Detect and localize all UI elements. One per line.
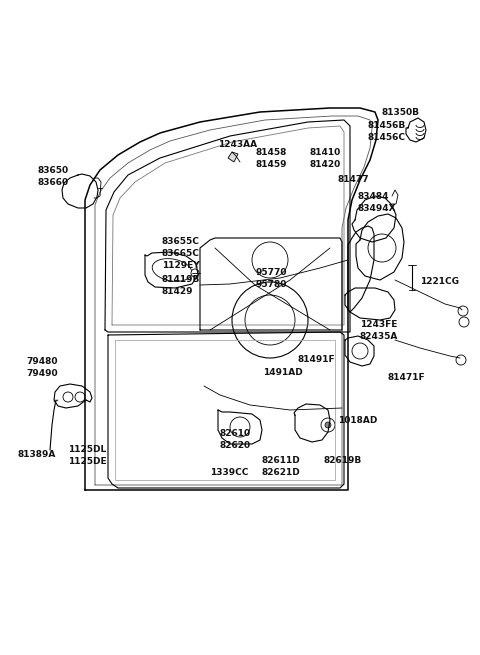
Text: 81456C: 81456C xyxy=(368,133,406,142)
Text: 81471F: 81471F xyxy=(388,373,426,382)
Text: 1243AA: 1243AA xyxy=(218,140,257,149)
Text: 1018AD: 1018AD xyxy=(338,416,377,425)
Text: 95770: 95770 xyxy=(255,268,287,277)
Text: 82619B: 82619B xyxy=(324,456,362,465)
Text: 81477: 81477 xyxy=(338,175,370,184)
Text: 1129EY: 1129EY xyxy=(162,261,200,270)
Text: 1339CC: 1339CC xyxy=(210,468,248,477)
Text: 82611D: 82611D xyxy=(262,456,301,465)
Text: 81429: 81429 xyxy=(162,287,193,296)
Text: 81389A: 81389A xyxy=(18,450,56,459)
Text: 81350B: 81350B xyxy=(382,108,420,117)
Text: 1491AD: 1491AD xyxy=(263,368,303,377)
Text: 79480: 79480 xyxy=(26,357,58,366)
Circle shape xyxy=(75,392,85,402)
Polygon shape xyxy=(228,152,238,162)
Text: 81458: 81458 xyxy=(256,148,288,157)
Text: 81410: 81410 xyxy=(310,148,341,157)
Text: 83650: 83650 xyxy=(38,166,69,175)
Text: 1125DE: 1125DE xyxy=(68,457,107,466)
Text: 1221CG: 1221CG xyxy=(420,277,459,286)
Text: 83494X: 83494X xyxy=(358,204,396,213)
Circle shape xyxy=(63,392,73,402)
Text: 82620: 82620 xyxy=(220,441,251,450)
Text: 83660: 83660 xyxy=(38,178,69,187)
Text: 83484: 83484 xyxy=(358,192,389,201)
Text: 82621D: 82621D xyxy=(262,468,301,477)
Circle shape xyxy=(191,269,199,277)
Text: 1125DL: 1125DL xyxy=(68,445,106,454)
Text: 83655C: 83655C xyxy=(162,237,200,246)
Text: 82435A: 82435A xyxy=(360,332,398,341)
Text: 81419B: 81419B xyxy=(162,275,200,284)
Text: 1243FE: 1243FE xyxy=(360,320,397,329)
Text: 95780: 95780 xyxy=(255,280,287,289)
Text: 82610: 82610 xyxy=(220,429,251,438)
Text: 83665C: 83665C xyxy=(162,249,200,258)
Text: 81456B: 81456B xyxy=(368,121,406,130)
Circle shape xyxy=(325,422,331,428)
Text: 81420: 81420 xyxy=(310,160,341,169)
Text: 81459: 81459 xyxy=(256,160,288,169)
Text: 81491F: 81491F xyxy=(298,355,336,364)
Text: 79490: 79490 xyxy=(26,369,58,378)
